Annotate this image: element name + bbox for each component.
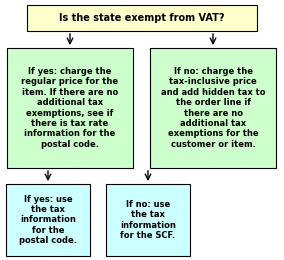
Text: If yes: charge the
regular price for the
item. If there are no
additional tax
ex: If yes: charge the regular price for the… [21,67,118,149]
FancyBboxPatch shape [106,184,190,256]
Text: If no: use
the tax
information
for the SCF.: If no: use the tax information for the S… [120,200,176,240]
FancyBboxPatch shape [27,5,257,31]
FancyBboxPatch shape [150,48,276,168]
Text: Is the state exempt from VAT?: Is the state exempt from VAT? [59,13,225,23]
Text: If no: charge the
tax-inclusive price
and add hidden tax to
the order line if
th: If no: charge the tax-inclusive price an… [161,67,265,149]
FancyBboxPatch shape [7,48,133,168]
Text: If yes: use
the tax
information
for the
postal code.: If yes: use the tax information for the … [19,195,77,245]
FancyBboxPatch shape [6,184,90,256]
